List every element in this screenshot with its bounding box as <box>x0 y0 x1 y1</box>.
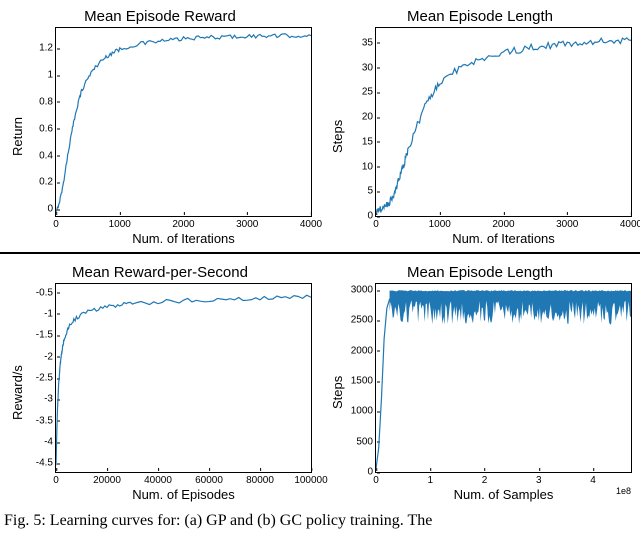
x-tick: 4000 <box>300 216 322 230</box>
y-tick: 1.2 <box>39 43 56 54</box>
row-divider <box>0 252 640 254</box>
x-tick: 0 <box>373 216 379 230</box>
chart-title: Mean Episode Length <box>328 8 632 25</box>
panel-a-reward: Mean Episode RewardReturn00.20.40.60.811… <box>0 0 320 250</box>
y-tick: 0.2 <box>39 177 56 188</box>
y-tick: -4 <box>44 437 56 448</box>
y-tick: 500 <box>356 436 376 447</box>
bottom-row: Mean Reward-per-SecondReward/s-4.5-4-3.5… <box>0 256 640 506</box>
line-series <box>376 28 631 216</box>
x-tick: 0 <box>53 216 59 230</box>
top-row: Mean Episode RewardReturn00.20.40.60.811… <box>0 0 640 250</box>
x-tick: 3000 <box>556 216 578 230</box>
y-tick: 30 <box>362 62 376 73</box>
x-tick: 1000 <box>109 216 131 230</box>
x-tick: 4000 <box>620 216 640 230</box>
x-tick: 40000 <box>144 472 172 486</box>
y-tick: 0 <box>47 204 56 215</box>
plot-area: 0510152025303501000200030004000 <box>375 27 632 217</box>
y-tick: 3000 <box>351 285 376 296</box>
x-tick: 3 <box>536 472 542 486</box>
y-tick: -3.5 <box>36 415 56 426</box>
y-tick: 5 <box>367 186 376 197</box>
panel-b-length: Mean Episode LengthSteps0500100015002000… <box>320 256 640 506</box>
x-tick: 2000 <box>492 216 514 230</box>
y-tick: -1.5 <box>36 330 56 341</box>
y-tick: 25 <box>362 87 376 98</box>
x-tick: 3000 <box>236 216 258 230</box>
panel-b-reward: Mean Reward-per-SecondReward/s-4.5-4-3.5… <box>0 256 320 506</box>
x-tick: 60000 <box>195 472 223 486</box>
y-tick: 1000 <box>351 406 376 417</box>
x-tick: 0 <box>53 472 59 486</box>
figure-caption: Fig. 5: Learning curves for: (a) GP and … <box>0 506 640 530</box>
y-tick: 1 <box>47 70 56 81</box>
y-tick: -4.5 <box>36 458 56 469</box>
y-axis-label: Steps <box>328 283 347 502</box>
x-tick: 0 <box>373 472 379 486</box>
x-axis-label: Num. of Episodes <box>55 487 312 502</box>
y-tick: 20 <box>362 112 376 123</box>
x-tick: 1 <box>427 472 433 486</box>
x-tick: 20000 <box>93 472 121 486</box>
y-axis-label: Return <box>8 27 27 246</box>
y-tick: 35 <box>362 37 376 48</box>
x-tick: 2000 <box>172 216 194 230</box>
y-tick: -3 <box>44 394 56 405</box>
plot-area: 050010001500200025003000012341e8 <box>375 283 632 473</box>
x-tick: 80000 <box>246 472 274 486</box>
x-tick: 1000 <box>429 216 451 230</box>
line-series <box>56 28 311 216</box>
chart-title: Mean Episode Reward <box>8 8 312 25</box>
figure: Mean Episode RewardReturn00.20.40.60.811… <box>0 0 640 530</box>
y-tick: 0.8 <box>39 96 56 107</box>
y-axis-label: Reward/s <box>8 283 27 502</box>
x-axis-label: Num. of Samples <box>375 487 632 502</box>
x-axis-label: Num. of Iterations <box>55 231 312 246</box>
plot-area: -4.5-4-3.5-3-2.5-2-1.5-1-0.5020000400006… <box>55 283 312 473</box>
panel-a-length: Mean Episode Length Steps 0510152025303501… <box>320 0 640 250</box>
line-series <box>56 284 311 472</box>
y-tick: 15 <box>362 136 376 147</box>
y-tick: -0.5 <box>36 287 56 298</box>
y-tick: -2.5 <box>36 373 56 384</box>
y-tick: 0.4 <box>39 150 56 161</box>
x-axis-label: Num. of Iterations <box>375 231 632 246</box>
y-tick: 1500 <box>351 376 376 387</box>
y-tick: -2 <box>44 351 56 362</box>
y-tick: 0.6 <box>39 123 56 134</box>
line-series <box>376 284 631 472</box>
chart-title: Mean Episode Length <box>328 264 632 281</box>
x-tick: 2 <box>482 472 488 486</box>
y-tick: -1 <box>44 308 56 319</box>
plot-area: 00.20.40.60.811.201000200030004000 <box>55 27 312 217</box>
y-tick: 2000 <box>351 345 376 356</box>
chart-title: Mean Reward-per-Second <box>8 264 312 281</box>
y-tick: 2500 <box>351 315 376 326</box>
x-magnitude: 1e8 <box>616 472 631 496</box>
y-tick: 10 <box>362 161 376 172</box>
x-tick: 4 <box>590 472 596 486</box>
y-axis-label: Steps <box>328 27 347 246</box>
